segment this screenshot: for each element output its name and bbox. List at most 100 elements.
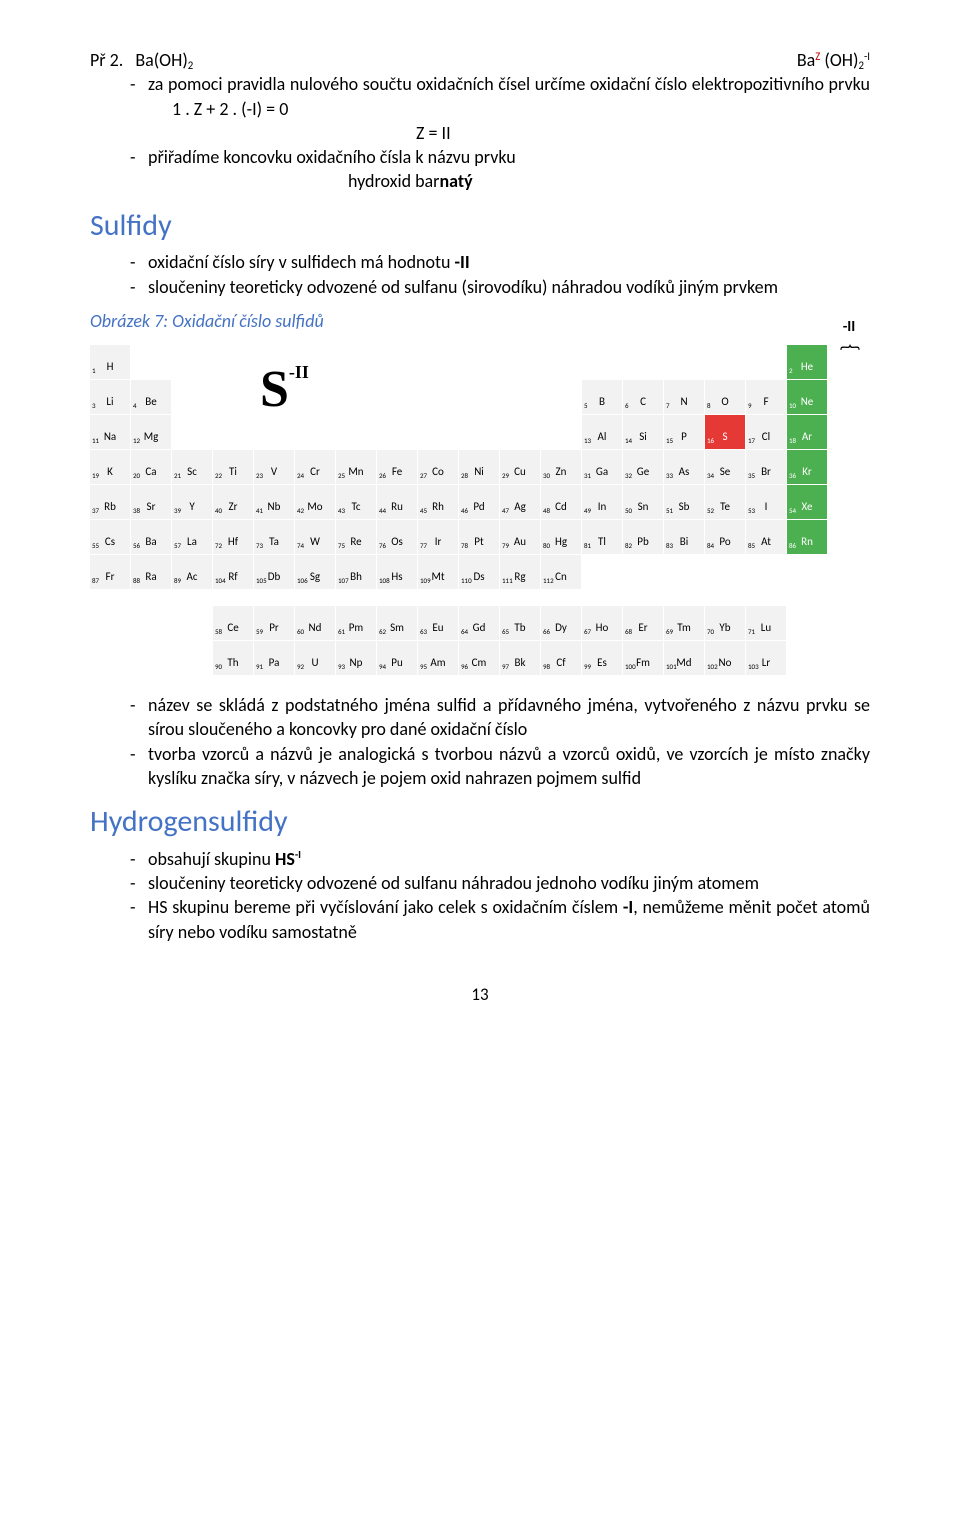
example-prefix: Př 2. [90,48,123,72]
element-cell [131,345,171,379]
element-cell: 111Rg [500,555,540,589]
hydrogensulfidy-heading: Hydrogensulfidy [90,802,870,843]
element-cell: 12Mg [131,415,171,449]
element-cell: 39Y [172,485,212,519]
element-cell [254,380,294,414]
ptable-row: 37Rb38Sr39Y40Zr41Nb42Mo43Tc44Ru45Rh46Pd4… [90,485,870,519]
element-cell [541,345,581,379]
figure-caption: Obrázek 7: Oxidační číslo sulfidů [90,309,870,333]
element-cell: 14Si [623,415,663,449]
element-cell: 52Te [705,485,745,519]
element-cell: 79Au [500,520,540,554]
element-cell: 42Mo [295,485,335,519]
element-cell: 41Nb [254,485,294,519]
ptable-row: 87Fr88Ra89Ac104Rf105Db106Sg107Bh108Hs109… [90,555,870,589]
element-cell: 53I [746,485,786,519]
element-cell: 36Kr [787,450,827,484]
element-cell: 73Ta [254,520,294,554]
element-cell: 68Er [623,606,663,640]
hs-b3: HS skupinu bereme při vyčíslování jako c… [130,895,870,944]
element-cell: 92U [295,641,335,675]
element-cell: 93Np [336,641,376,675]
element-cell: 58Ce [213,606,253,640]
element-cell: 9F [746,380,786,414]
element-cell [336,345,376,379]
element-cell [254,415,294,449]
element-cell: 16S [705,415,745,449]
element-cell [377,380,417,414]
element-cell: 40Zr [213,485,253,519]
sulfidy-bullets: oxidační číslo síry v sulfidech má hodno… [90,250,870,299]
element-cell [418,345,458,379]
element-cell: 91Pa [254,641,294,675]
element-cell [336,380,376,414]
element-cell: 27Co [418,450,458,484]
element-cell: 6C [623,380,663,414]
element-cell: 61Pm [336,606,376,640]
element-cell: 50Sn [623,485,663,519]
element-cell: 33As [664,450,704,484]
element-cell: 109Mt [418,555,458,589]
element-cell: 49In [582,485,622,519]
element-cell: 88Ra [131,555,171,589]
element-cell [172,345,212,379]
element-cell [295,415,335,449]
rule-1: za pomoci pravidla nulového součtu oxida… [130,72,870,145]
element-cell [295,380,335,414]
element-cell: 35Br [746,450,786,484]
s2-b2: tvorba vzorců a názvů je analogická s tv… [130,742,870,791]
element-cell [746,555,786,589]
element-cell: 8O [705,380,745,414]
element-cell: 47Ag [500,485,540,519]
element-cell: 78Pt [459,520,499,554]
element-cell: 30Zn [541,450,581,484]
sulfidy-heading: Sulfidy [90,206,870,247]
element-cell: 18Ar [787,415,827,449]
element-cell: 65Tb [500,606,540,640]
element-cell: 32Ge [623,450,663,484]
element-cell: 86Rn [787,520,827,554]
element-cell: 71Lu [746,606,786,640]
element-cell [541,380,581,414]
element-cell [664,345,704,379]
element-cell: 7N [664,380,704,414]
sulfidy-bullets-2: název se skládá z podstatného jména sulf… [90,693,870,790]
element-cell: 11Na [90,415,130,449]
element-cell: 21Sc [172,450,212,484]
ptable-row: 19K20Ca21Sc22Ti23V24Cr25Mn26Fe27Co28Ni29… [90,450,870,484]
element-cell: 110Ds [459,555,499,589]
element-cell: 64Gd [459,606,499,640]
element-cell: 62Sm [377,606,417,640]
element-cell: 48Cd [541,485,581,519]
element-cell: 89Ac [172,555,212,589]
element-cell: 97Bk [500,641,540,675]
element-cell [377,415,417,449]
element-cell: 1H [90,345,130,379]
element-cell [623,345,663,379]
rule-2: přiřadíme koncovku oxidačního čísla k ná… [130,145,870,194]
element-cell: 70Yb [705,606,745,640]
element-cell [377,345,417,379]
element-cell: 108Hs [377,555,417,589]
sulfidy-b1: oxidační číslo síry v sulfidech má hodno… [130,250,870,274]
element-cell [459,380,499,414]
element-cell: 105Db [254,555,294,589]
element-cell: 84Po [705,520,745,554]
element-cell: 17Cl [746,415,786,449]
element-cell: 67Ho [582,606,622,640]
s2-b1: název se skládá z podstatného jména sulf… [130,693,870,742]
element-cell: 98Cf [541,641,581,675]
element-cell: 74W [295,520,335,554]
rules-list-1: za pomoci pravidla nulového součtu oxida… [90,72,870,193]
element-cell: 13Al [582,415,622,449]
example-header: Př 2. Ba(OH)2 BaZ (OH)2-I [90,48,870,72]
element-cell: 38Sr [131,485,171,519]
rule-2-result: hydroxid barnatý [148,169,870,193]
element-cell: 76Os [377,520,417,554]
element-cell [172,380,212,414]
element-cell: 95Am [418,641,458,675]
element-cell [500,380,540,414]
element-cell: 2He [787,345,827,379]
element-cell: 59Pr [254,606,294,640]
element-cell: 46Pd [459,485,499,519]
